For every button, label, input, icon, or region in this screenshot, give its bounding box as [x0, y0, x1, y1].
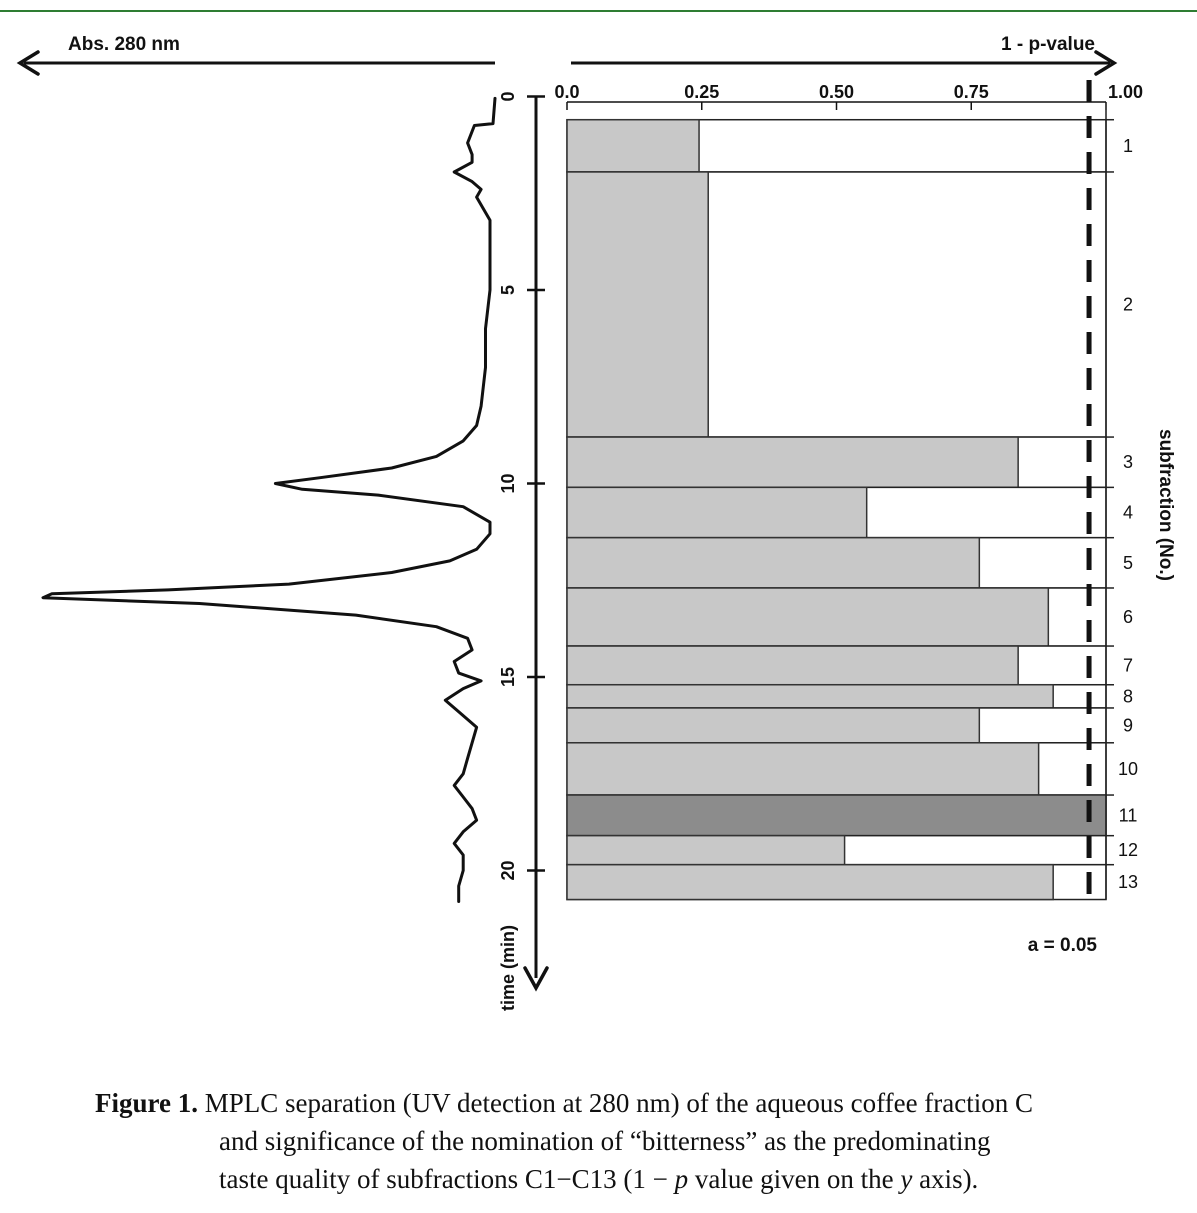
time-tick-label-2: 10: [498, 473, 518, 493]
caption-line-3a: taste quality of subfractions C1−C13 (1 …: [219, 1164, 675, 1194]
top-rule: [0, 10, 1197, 12]
time-tick-label-4: 20: [498, 860, 518, 880]
x-tick-label-3: 0.75: [954, 82, 989, 102]
bar-subfraction-2: [566, 171, 709, 438]
time-tick-label-1: 5: [498, 285, 518, 295]
time-tick-label-0: 0: [498, 91, 518, 101]
time-axis-label: time (min): [498, 925, 518, 1011]
bar-subfraction-5: [566, 536, 981, 589]
subfraction-label-6: 6: [1123, 607, 1133, 627]
bars-group: [566, 110, 1114, 901]
subfraction-label-1: 1: [1123, 136, 1133, 156]
x-axis-ticks: 0.0 0.25 0.50 0.75 1.00: [554, 82, 1143, 110]
bar-subfraction-7: [566, 645, 1019, 686]
bar-subfraction-9: [566, 707, 981, 744]
absorbance-arrowhead: [16, 50, 40, 76]
chromatogram-trace: [41, 96, 497, 903]
caption-label: Figure 1.: [95, 1088, 198, 1118]
subfraction-label-5: 5: [1123, 553, 1133, 573]
time-tick-label-3: 15: [498, 667, 518, 687]
x-axis-title: 1 - p-value: [1001, 34, 1095, 55]
caption-line-2: and significance of the nomination of “b…: [219, 1126, 991, 1156]
time-axis-ticks: 0 5 10 15 20: [498, 91, 545, 881]
pvalue-arrowhead: [1094, 50, 1118, 76]
bar-subfraction-8: [566, 683, 1054, 709]
caption-line-1: MPLC separation (UV detection at 280 nm)…: [198, 1088, 1034, 1118]
subfraction-label-13: 13: [1118, 872, 1138, 892]
bar-subfraction-13: [566, 863, 1054, 901]
bar-subfraction-1: [566, 118, 700, 173]
subfraction-label-12: 12: [1118, 840, 1138, 860]
caption-line-3b: value given on the: [688, 1164, 901, 1194]
subfraction-label-11: 11: [1119, 805, 1138, 825]
subfraction-label-9: 9: [1123, 715, 1133, 735]
time-axis-arrowhead: [523, 966, 549, 992]
bar-subfraction-4: [566, 486, 868, 539]
absorbance-label: Abs. 280 nm: [68, 34, 180, 55]
figure-caption: Figure 1. MPLC separation (UV detection …: [95, 1084, 1165, 1198]
caption-line-3c: axis).: [912, 1164, 979, 1194]
subfraction-label-3: 3: [1123, 452, 1133, 472]
subfraction-label-7: 7: [1123, 655, 1133, 675]
x-tick-label-1: 0.25: [684, 82, 719, 102]
x-tick-label-0: 0.0: [554, 82, 579, 102]
y-axis-title: subfraction (No.): [1155, 429, 1176, 581]
caption-line-3-p: p: [674, 1164, 689, 1194]
bar-subfraction-11: [566, 794, 1107, 837]
x-tick-label-2: 0.50: [819, 82, 854, 102]
bar-subfraction-10: [566, 742, 1040, 796]
subfraction-label-8: 8: [1123, 686, 1133, 706]
subfraction-label-10: 10: [1118, 759, 1138, 779]
subfraction-label-2: 2: [1123, 295, 1133, 315]
bar-subfraction-6: [566, 587, 1050, 647]
subfraction-label-4: 4: [1123, 503, 1133, 523]
x-tick-label-4: 1.00: [1108, 82, 1143, 102]
caption-line-3-y: y: [900, 1164, 913, 1194]
significance-label: a = 0.05: [1028, 935, 1098, 956]
bar-subfraction-3: [566, 436, 1019, 489]
bar-subfraction-12: [566, 834, 846, 866]
